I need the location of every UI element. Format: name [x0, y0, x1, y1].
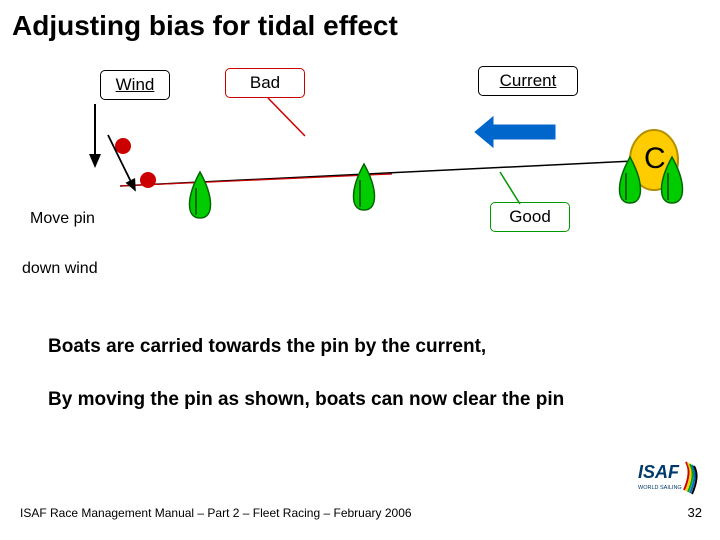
boat-icon — [354, 164, 375, 210]
current-arrow-icon — [475, 117, 555, 147]
isaf-logo: ISAF WORLD SAILING — [632, 456, 702, 500]
logo-sails-icon — [684, 462, 697, 494]
logo-subtext: WORLD SAILING — [638, 485, 682, 491]
good-callout-line — [500, 172, 520, 204]
bad-line — [120, 174, 392, 186]
logo-text: ISAF — [638, 462, 680, 482]
isaf-logo-svg: ISAF WORLD SAILING — [632, 456, 702, 500]
body-line-1: Boats are carried towards the pin by the… — [48, 335, 688, 360]
boat-icon — [190, 172, 211, 218]
pin-mark — [140, 172, 156, 188]
footer-text: ISAF Race Management Manual – Part 2 – F… — [20, 506, 412, 520]
pin-mark — [115, 138, 131, 154]
diagram — [0, 0, 720, 300]
body-line-2: By moving the pin as shown, boats can no… — [48, 388, 688, 413]
committee-boat-letter: C — [644, 142, 666, 176]
page-number: 32 — [688, 505, 702, 520]
bad-callout-line — [268, 98, 305, 136]
